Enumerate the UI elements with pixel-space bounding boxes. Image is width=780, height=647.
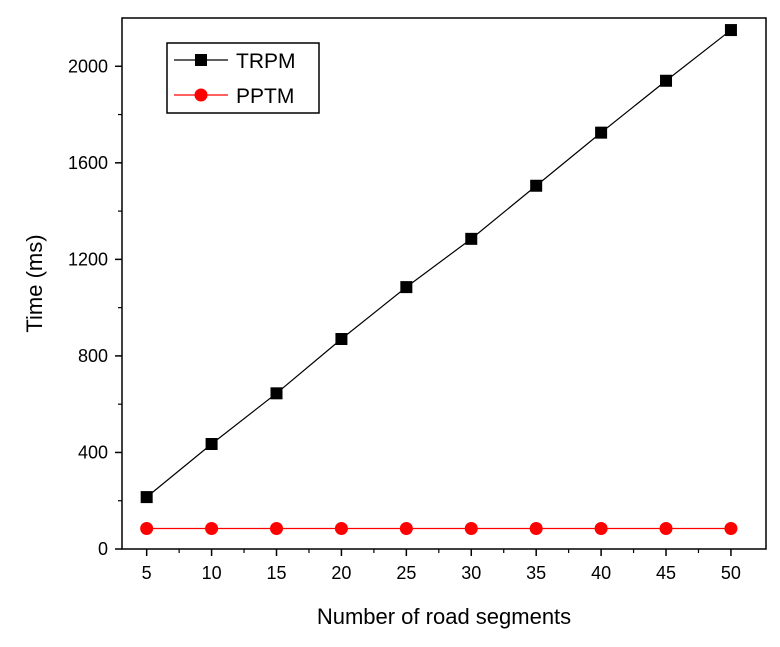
- data-point-pptm: [205, 521, 219, 535]
- data-point-pptm: [464, 521, 478, 535]
- data-point-pptm: [140, 521, 154, 535]
- data-point-trpm: [724, 24, 737, 37]
- data-point-pptm: [270, 521, 284, 535]
- data-point-pptm: [529, 521, 543, 535]
- x-tick-label-15: 15: [266, 563, 286, 583]
- x-tick-label-45: 45: [656, 563, 676, 583]
- y-tick-label-1600: 1600: [68, 153, 108, 173]
- x-axis-ticks: 5 10 15 20 25 30 35 40 45 50: [142, 549, 741, 583]
- data-point-trpm: [400, 281, 413, 294]
- legend-marker-pptm: [194, 88, 208, 102]
- x-tick-label-30: 30: [461, 563, 481, 583]
- y-tick-label-400: 400: [78, 442, 108, 462]
- data-point-pptm: [659, 521, 673, 535]
- x-tick-label-50: 50: [721, 563, 741, 583]
- data-point-pptm: [399, 521, 413, 535]
- x-axis-title: Number of road segments: [317, 604, 571, 629]
- y-tick-label-800: 800: [78, 346, 108, 366]
- data-point-trpm: [465, 232, 478, 245]
- x-tick-label-10: 10: [202, 563, 222, 583]
- data-point-trpm: [270, 387, 283, 400]
- data-point-pptm: [594, 521, 608, 535]
- data-point-trpm: [140, 491, 153, 504]
- x-tick-label-5: 5: [142, 563, 152, 583]
- y-tick-label-1200: 1200: [68, 249, 108, 269]
- x-tick-label-35: 35: [526, 563, 546, 583]
- y-axis-title: Time (ms): [22, 234, 47, 332]
- data-point-trpm: [660, 74, 673, 87]
- x-tick-label-40: 40: [591, 563, 611, 583]
- series-layer: [140, 24, 738, 535]
- legend-label-trpm: TRPM: [236, 50, 296, 73]
- legend-box: [166, 42, 320, 114]
- y-axis-ticks: 0 400 800 1200 1600 2000: [68, 56, 122, 559]
- y-tick-label-2000: 2000: [68, 56, 108, 76]
- x-tick-label-25: 25: [396, 563, 416, 583]
- x-tick-label-20: 20: [331, 563, 351, 583]
- legend-label-pptm: PPTM: [236, 85, 294, 108]
- data-point-trpm: [530, 179, 543, 192]
- data-point-trpm: [595, 126, 608, 139]
- plot-frame: [121, 17, 767, 550]
- legend: TRPM PPTM: [166, 42, 320, 114]
- data-point-pptm: [724, 521, 738, 535]
- data-point-trpm: [335, 333, 348, 346]
- y-tick-label-0: 0: [98, 539, 108, 559]
- data-point-pptm: [334, 521, 348, 535]
- series-line-trpm: [146, 29, 732, 498]
- data-point-trpm: [205, 438, 218, 451]
- legend-marker-trpm: [195, 54, 207, 66]
